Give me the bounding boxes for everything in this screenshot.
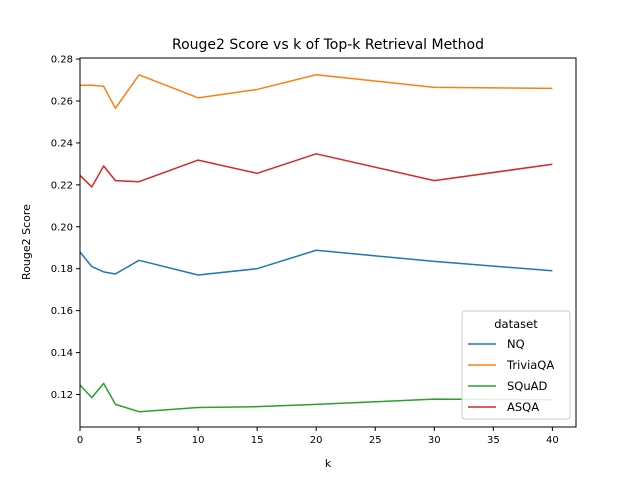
series-line-asqa [79, 153, 553, 188]
y-tick-label: 0.18 [51, 264, 73, 275]
x-tick-label: 5 [136, 435, 142, 446]
legend-label-nq: NQ [507, 337, 525, 351]
y-tick-label: 0.28 [51, 55, 73, 66]
y-tick-label: 0.12 [51, 390, 73, 401]
legend-label-triviaqa: TriviaQA [506, 358, 554, 372]
series-line-squad [79, 382, 553, 413]
y-tick-label: 0.20 [51, 222, 73, 233]
series-line-nq [79, 249, 553, 276]
x-tick-label: 25 [369, 435, 382, 446]
legend-label-squad: SQuAD [507, 379, 548, 393]
x-tick-label: 10 [192, 435, 205, 446]
y-tick-label: 0.14 [51, 348, 73, 359]
x-tick-label: 30 [428, 435, 441, 446]
x-tick-label: 0 [77, 435, 83, 446]
x-tick-label: 20 [310, 435, 323, 446]
x-tick-label: 15 [251, 435, 264, 446]
legend-title: dataset [494, 317, 538, 331]
axes: 0 5 10 15 20 25 30 35 40 0.12 0.14 0.16 0.18 0.20 0.22… [51, 55, 559, 446]
x-tick-label: 40 [546, 435, 559, 446]
series-layer [79, 74, 553, 413]
legend-label-asqa: ASQA [507, 400, 539, 414]
x-axis-label: k [325, 457, 332, 470]
y-tick-label: 0.24 [51, 138, 73, 149]
x-tick-label: 35 [487, 435, 500, 446]
y-tick-label: 0.22 [51, 180, 73, 191]
y-tick-label: 0.16 [51, 306, 73, 317]
plot-frame [79, 57, 577, 428]
legend: dataset NQ TriviaQA SQuAD ASQA [461, 310, 571, 420]
y-axis-label: Rouge2 Score [20, 204, 33, 280]
series-line-triviaqa [80, 74, 553, 110]
legend-entries: NQ TriviaQA SQuAD ASQA [468, 337, 554, 414]
chart-title: Rouge2 Score vs k of Top-k Retrieval Met… [172, 37, 484, 53]
y-tick-label: 0.26 [51, 96, 73, 107]
legend-box [461, 310, 571, 420]
